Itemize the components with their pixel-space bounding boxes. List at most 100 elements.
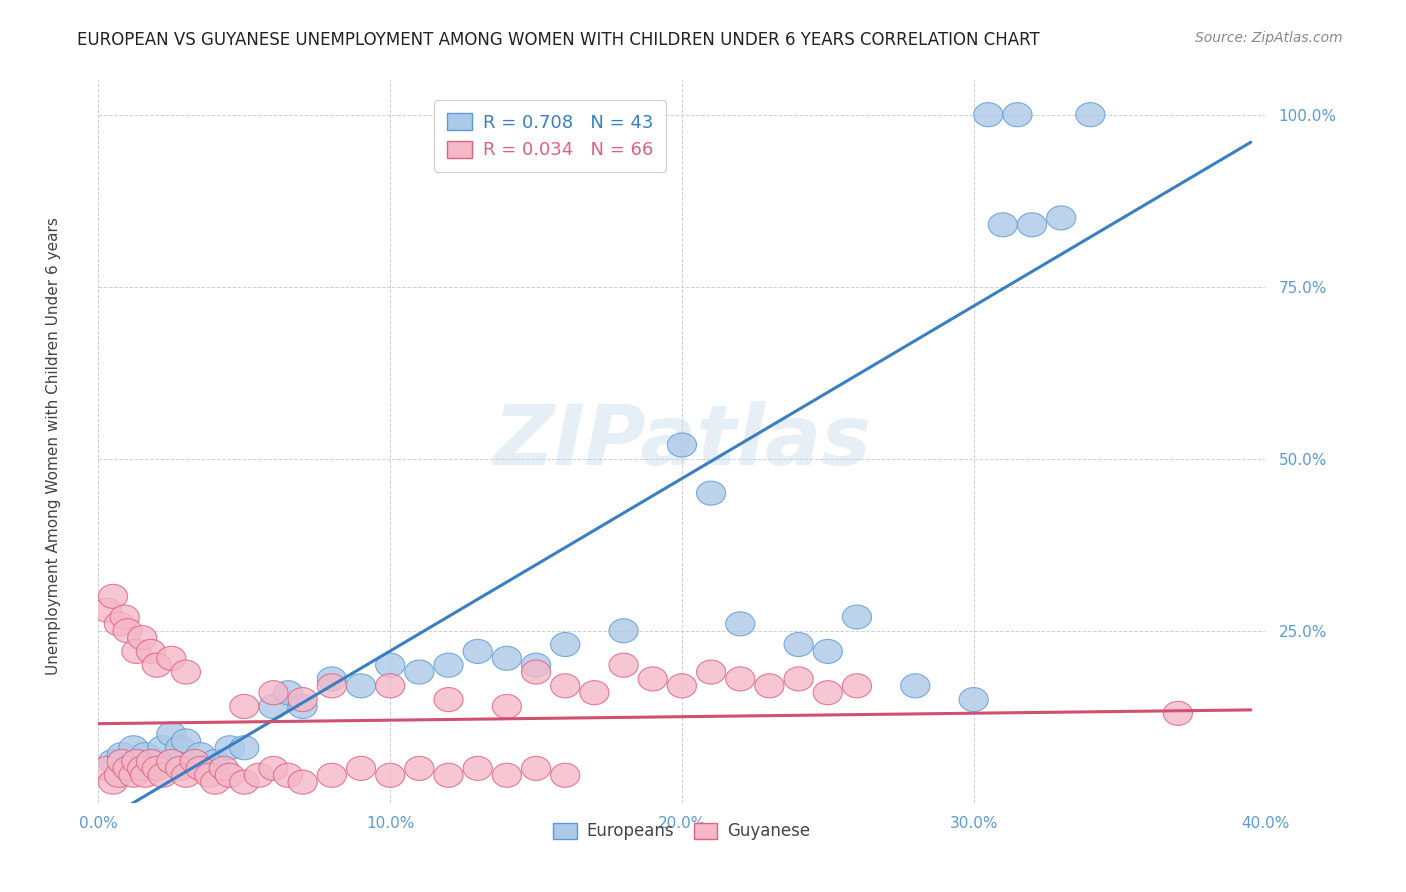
Ellipse shape [785,667,813,691]
Ellipse shape [668,673,696,698]
Ellipse shape [318,673,346,698]
Ellipse shape [405,756,434,780]
Ellipse shape [201,770,229,794]
Ellipse shape [1163,701,1192,725]
Ellipse shape [842,673,872,698]
Ellipse shape [434,688,463,712]
Ellipse shape [112,619,142,643]
Ellipse shape [375,673,405,698]
Ellipse shape [346,673,375,698]
Ellipse shape [112,756,142,780]
Ellipse shape [288,688,318,712]
Ellipse shape [128,756,157,780]
Ellipse shape [1002,103,1032,127]
Ellipse shape [157,749,186,773]
Ellipse shape [98,749,128,773]
Ellipse shape [959,688,988,712]
Ellipse shape [375,764,405,788]
Ellipse shape [609,619,638,643]
Ellipse shape [122,749,150,773]
Ellipse shape [245,764,273,788]
Ellipse shape [579,681,609,705]
Ellipse shape [696,660,725,684]
Ellipse shape [172,660,201,684]
Ellipse shape [131,764,160,788]
Ellipse shape [166,736,194,760]
Ellipse shape [148,736,177,760]
Text: EUROPEAN VS GUYANESE UNEMPLOYMENT AMONG WOMEN WITH CHILDREN UNDER 6 YEARS CORREL: EUROPEAN VS GUYANESE UNEMPLOYMENT AMONG … [77,31,1040,49]
Ellipse shape [186,742,215,767]
Ellipse shape [725,612,755,636]
Ellipse shape [551,764,579,788]
Ellipse shape [259,694,288,719]
Ellipse shape [522,653,551,677]
Ellipse shape [785,632,813,657]
Ellipse shape [1018,213,1046,237]
Ellipse shape [405,660,434,684]
Ellipse shape [172,729,201,753]
Ellipse shape [209,756,239,780]
Ellipse shape [107,749,136,773]
Ellipse shape [668,433,696,457]
Ellipse shape [725,667,755,691]
Ellipse shape [229,770,259,794]
Ellipse shape [93,599,122,623]
Ellipse shape [142,653,172,677]
Ellipse shape [434,653,463,677]
Ellipse shape [112,756,142,780]
Ellipse shape [551,632,579,657]
Text: Unemployment Among Women with Children Under 6 years: Unemployment Among Women with Children U… [46,217,60,675]
Ellipse shape [194,764,224,788]
Ellipse shape [201,749,229,773]
Ellipse shape [215,736,245,760]
Ellipse shape [136,640,166,664]
Ellipse shape [93,756,122,780]
Ellipse shape [142,749,172,773]
Ellipse shape [122,640,150,664]
Ellipse shape [104,612,134,636]
Ellipse shape [274,681,302,705]
Ellipse shape [288,770,318,794]
Ellipse shape [842,605,872,629]
Text: ZIPatlas: ZIPatlas [494,401,870,482]
Ellipse shape [638,667,668,691]
Ellipse shape [755,673,785,698]
Ellipse shape [172,764,201,788]
Ellipse shape [973,103,1002,127]
Ellipse shape [136,756,166,780]
Ellipse shape [901,673,929,698]
Ellipse shape [318,764,346,788]
Ellipse shape [142,756,172,780]
Legend: Europeans, Guyanese: Europeans, Guyanese [546,814,818,848]
Ellipse shape [107,742,136,767]
Ellipse shape [288,694,318,719]
Ellipse shape [157,646,186,671]
Ellipse shape [522,756,551,780]
Ellipse shape [551,673,579,698]
Ellipse shape [375,653,405,677]
Ellipse shape [813,640,842,664]
Ellipse shape [463,756,492,780]
Ellipse shape [492,694,522,719]
Ellipse shape [229,736,259,760]
Ellipse shape [120,736,148,760]
Ellipse shape [110,605,139,629]
Ellipse shape [186,756,215,780]
Ellipse shape [131,742,160,767]
Ellipse shape [215,764,245,788]
Ellipse shape [166,756,194,780]
Ellipse shape [128,625,157,649]
Ellipse shape [492,764,522,788]
Ellipse shape [157,722,186,746]
Ellipse shape [1076,103,1105,127]
Ellipse shape [813,681,842,705]
Ellipse shape [259,756,288,780]
Text: Source: ZipAtlas.com: Source: ZipAtlas.com [1195,31,1343,45]
Ellipse shape [696,481,725,505]
Ellipse shape [259,681,288,705]
Ellipse shape [988,213,1018,237]
Ellipse shape [98,770,128,794]
Ellipse shape [98,584,128,608]
Ellipse shape [180,749,209,773]
Ellipse shape [125,749,153,773]
